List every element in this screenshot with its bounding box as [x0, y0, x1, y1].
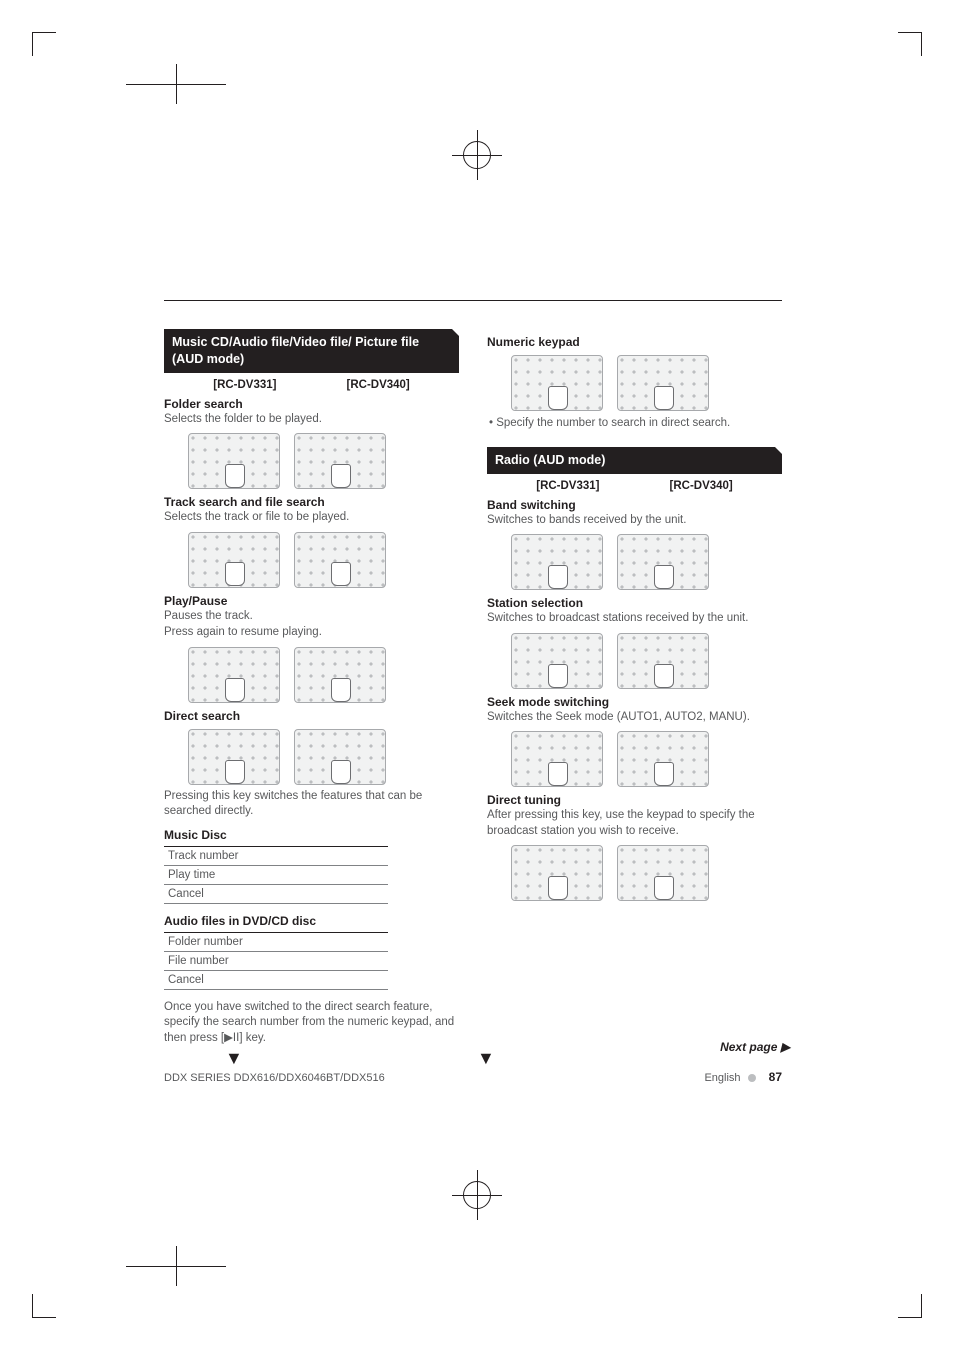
crop-mark	[32, 1294, 56, 1318]
table-row: Cancel	[164, 971, 388, 990]
section-header-music: Music CD/Audio file/Video file/ Picture …	[164, 329, 459, 373]
model-label: [RC-DV340]	[347, 379, 410, 391]
music-disc-heading: Music Disc	[164, 828, 459, 842]
remote-icon	[294, 532, 386, 588]
seek-mode-heading: Seek mode switching	[487, 695, 782, 709]
registration-mark	[452, 130, 502, 180]
remote-icon	[617, 731, 709, 787]
station-selection-heading: Station selection	[487, 596, 782, 610]
model-label: [RC-DV340]	[670, 480, 733, 492]
direct-search-note: Once you have switched to the direct sea…	[164, 1000, 459, 1047]
footer-lang-page: English 87	[704, 1070, 782, 1084]
play-pause-heading: Play/Pause	[164, 594, 459, 608]
crop-mark	[32, 32, 56, 56]
footer-lang: English	[704, 1072, 740, 1084]
music-disc-table: Track number Play time Cancel	[164, 846, 388, 904]
registration-mark	[452, 1170, 502, 1220]
remote-icon	[294, 647, 386, 703]
play-pause-text-2: Press again to resume playing.	[164, 625, 459, 641]
direct-tuning-heading: Direct tuning	[487, 793, 782, 807]
divider	[164, 300, 782, 301]
page-content: Music CD/Audio file/Video file/ Picture …	[164, 300, 782, 1046]
direct-tuning-text: After pressing this key, use the keypad …	[487, 808, 782, 839]
table-row: Cancel	[164, 885, 388, 904]
section-header-radio: Radio (AUD mode)	[487, 447, 782, 474]
page-number: 87	[769, 1070, 782, 1084]
play-pause-text-1: Pauses the track.	[164, 609, 459, 625]
remote-illustration-pair	[164, 729, 459, 785]
footer-series: DDX SERIES DDX616/DDX6046BT/DDX516	[164, 1072, 385, 1084]
remote-icon	[188, 729, 280, 785]
crop-mark	[898, 32, 922, 56]
remote-illustration-pair	[164, 532, 459, 588]
remote-illustration-pair	[487, 355, 782, 411]
remote-icon	[188, 647, 280, 703]
model-row: [RC-DV331] [RC-DV340]	[487, 480, 782, 492]
band-switching-text: Switches to bands received by the unit.	[487, 513, 782, 529]
remote-illustration-pair	[487, 731, 782, 787]
audio-files-heading: Audio files in DVD/CD disc	[164, 914, 459, 928]
numeric-keypad-bullet: • Specify the number to search in direct…	[487, 417, 782, 429]
notch-icon	[774, 446, 783, 455]
fold-mark	[126, 64, 226, 104]
audio-files-table: Folder number File number Cancel	[164, 932, 388, 990]
remote-icon	[617, 633, 709, 689]
direct-search-heading: Direct search	[164, 709, 459, 723]
model-label: [RC-DV331]	[536, 480, 599, 492]
remote-icon	[511, 534, 603, 590]
model-row: [RC-DV331] [RC-DV340]	[164, 379, 459, 391]
arrow-down-icon: ▼	[225, 1048, 243, 1069]
section-title: Music CD/Audio file/Video file/ Picture …	[172, 335, 419, 366]
remote-icon	[294, 729, 386, 785]
remote-icon	[617, 534, 709, 590]
left-column: Music CD/Audio file/Video file/ Picture …	[164, 329, 459, 1046]
remote-icon	[511, 355, 603, 411]
table-row: File number	[164, 952, 388, 971]
remote-icon	[617, 355, 709, 411]
remote-icon	[294, 433, 386, 489]
remote-illustration-pair	[487, 633, 782, 689]
folder-search-text: Selects the folder to be played.	[164, 412, 459, 428]
next-page-label: Next page ▶	[720, 1040, 790, 1054]
notch-icon	[451, 328, 460, 337]
table-row: Folder number	[164, 933, 388, 952]
remote-icon	[511, 731, 603, 787]
table-row: Play time	[164, 866, 388, 885]
track-search-heading: Track search and file search	[164, 495, 459, 509]
remote-icon	[188, 433, 280, 489]
station-selection-text: Switches to broadcast stations received …	[487, 611, 782, 627]
track-search-text: Selects the track or file to be played.	[164, 510, 459, 526]
remote-illustration-pair	[487, 534, 782, 590]
folder-search-heading: Folder search	[164, 397, 459, 411]
table-row: Track number	[164, 847, 388, 866]
crop-mark	[898, 1294, 922, 1318]
remote-icon	[511, 845, 603, 901]
page-footer: DDX SERIES DDX616/DDX6046BT/DDX516 Engli…	[164, 1070, 782, 1084]
model-label: [RC-DV331]	[213, 379, 276, 391]
fold-mark	[126, 1246, 226, 1286]
remote-icon	[511, 633, 603, 689]
arrow-down-icon: ▼	[477, 1048, 495, 1069]
remote-icon	[617, 845, 709, 901]
section-title: Radio (AUD mode)	[495, 453, 605, 467]
right-column: Numeric keypad • Specify the number to s…	[487, 329, 782, 1046]
numeric-keypad-heading: Numeric keypad	[487, 335, 782, 349]
remote-illustration-pair	[487, 845, 782, 901]
dot-icon	[748, 1074, 756, 1082]
band-switching-heading: Band switching	[487, 498, 782, 512]
direct-search-text: Pressing this key switches the features …	[164, 789, 459, 820]
remote-illustration-pair	[164, 433, 459, 489]
seek-mode-text: Switches the Seek mode (AUTO1, AUTO2, MA…	[487, 710, 782, 726]
remote-illustration-pair	[164, 647, 459, 703]
remote-icon	[188, 532, 280, 588]
